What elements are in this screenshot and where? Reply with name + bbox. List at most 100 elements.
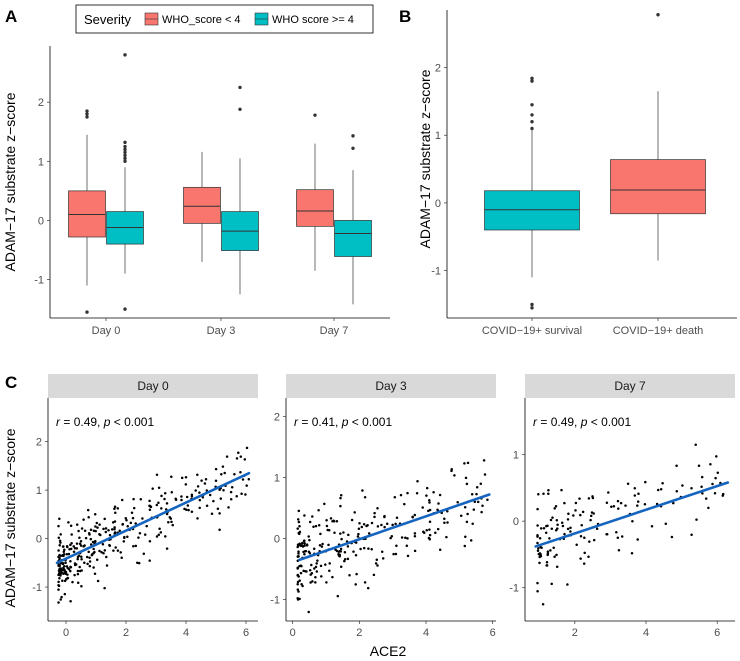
scatter-point — [184, 483, 188, 486]
scatter-point — [245, 446, 249, 450]
scatter-point — [314, 524, 318, 528]
scatter-point — [79, 539, 83, 543]
scatter-point — [131, 516, 135, 520]
scatter-point — [650, 525, 654, 528]
scatter-point — [69, 600, 72, 603]
annot-p-value: 0.001 — [601, 415, 631, 429]
scatter-point — [354, 553, 358, 557]
scatter-point — [298, 564, 301, 568]
scatter-point — [428, 520, 432, 523]
scatter-point — [394, 552, 398, 556]
scatter-point — [555, 519, 559, 522]
scatter-point — [334, 548, 337, 551]
scatter-point — [395, 516, 399, 519]
scatter-point — [101, 543, 105, 546]
scatter-point — [343, 550, 347, 554]
scatter-point — [58, 539, 62, 542]
scatter-point — [319, 532, 322, 536]
x-axis-title: ACE2 — [370, 643, 407, 659]
scatter-point — [595, 527, 599, 530]
scatter-point — [160, 507, 163, 510]
scatter-point — [413, 535, 417, 538]
scatter-point — [427, 536, 431, 540]
scatter-point — [575, 543, 578, 546]
scatter-point — [549, 518, 553, 522]
scatter-point — [675, 464, 678, 468]
scatter-point — [96, 579, 100, 583]
scatter-point — [390, 534, 394, 538]
scatter-point — [93, 513, 97, 516]
scatter-point — [538, 561, 541, 565]
scatter-point — [589, 518, 592, 522]
scatter-point — [327, 543, 330, 547]
scatter-point — [296, 588, 300, 591]
scatter-point — [553, 555, 556, 559]
box-iqr — [296, 189, 334, 227]
scatter-point — [227, 506, 230, 509]
facet-strip-label: Day 3 — [375, 379, 407, 393]
scatter-point — [437, 502, 440, 505]
scatter-point — [328, 569, 331, 573]
scatter-point — [302, 569, 305, 573]
scatter-point — [713, 492, 717, 495]
x-tick-label: 4 — [643, 627, 649, 639]
outlier-point — [351, 134, 355, 138]
scatter-point — [316, 559, 319, 562]
scatter-point — [312, 525, 315, 529]
scatter-point — [300, 564, 303, 568]
panel-c: C ADAM−17 substrate z−score ACE2 Day 0 -1 0 1 2… — [2, 373, 735, 659]
scatter-point — [116, 549, 120, 552]
scatter-point — [365, 524, 368, 528]
scatter-point — [138, 531, 142, 535]
annot-lt: < — [348, 415, 362, 429]
scatter-point — [69, 565, 73, 569]
scatter-point — [566, 527, 570, 531]
scatter-point — [205, 489, 209, 492]
box-iqr — [334, 220, 372, 257]
scatter-point — [158, 527, 161, 531]
x-tick-label: 2 — [356, 627, 362, 639]
scatter-point — [164, 508, 168, 511]
scatter-point — [346, 557, 350, 561]
scatter-point — [239, 471, 242, 474]
scatter-point — [303, 553, 306, 556]
scatter-point — [466, 461, 470, 465]
scatter-point — [80, 558, 83, 561]
scatter-point — [574, 509, 577, 512]
scatter-point — [305, 570, 308, 573]
scatter-point — [342, 531, 345, 534]
scatter-point — [471, 522, 474, 525]
scatter-point — [355, 572, 358, 576]
scatter-point — [392, 552, 395, 556]
outlier-point — [85, 109, 89, 113]
scatter-point — [73, 573, 76, 577]
scatter-point — [545, 560, 549, 564]
scatter-point — [633, 494, 637, 497]
scatter-point — [113, 505, 117, 508]
scatter-point — [99, 533, 102, 537]
scatter-point — [103, 586, 106, 590]
scatter-point — [90, 553, 94, 557]
legend-entry: WHO score >= 4 — [272, 14, 354, 26]
scatter-point — [78, 565, 81, 569]
scatter-point — [554, 528, 558, 532]
scatter-point — [413, 549, 417, 553]
scatter-point — [204, 478, 208, 481]
scatter-point — [475, 492, 478, 496]
scatter-point — [469, 539, 473, 542]
scatter-point — [126, 535, 129, 538]
scatter-point — [633, 486, 637, 490]
scatter-point — [126, 525, 129, 528]
scatter-point — [165, 512, 169, 516]
scatter-point — [436, 527, 440, 531]
annot-comma: , — [574, 415, 581, 429]
scatter-point — [151, 487, 154, 490]
y-axis-title: ADAM−17 substrate z−score — [2, 92, 18, 271]
scatter-point — [324, 563, 327, 566]
scatter-point — [701, 492, 704, 495]
scatter-point — [233, 472, 236, 476]
scatter-point — [661, 482, 664, 485]
scatter-point — [91, 540, 95, 544]
scatter-point — [422, 530, 425, 534]
scatter-point — [132, 497, 135, 501]
